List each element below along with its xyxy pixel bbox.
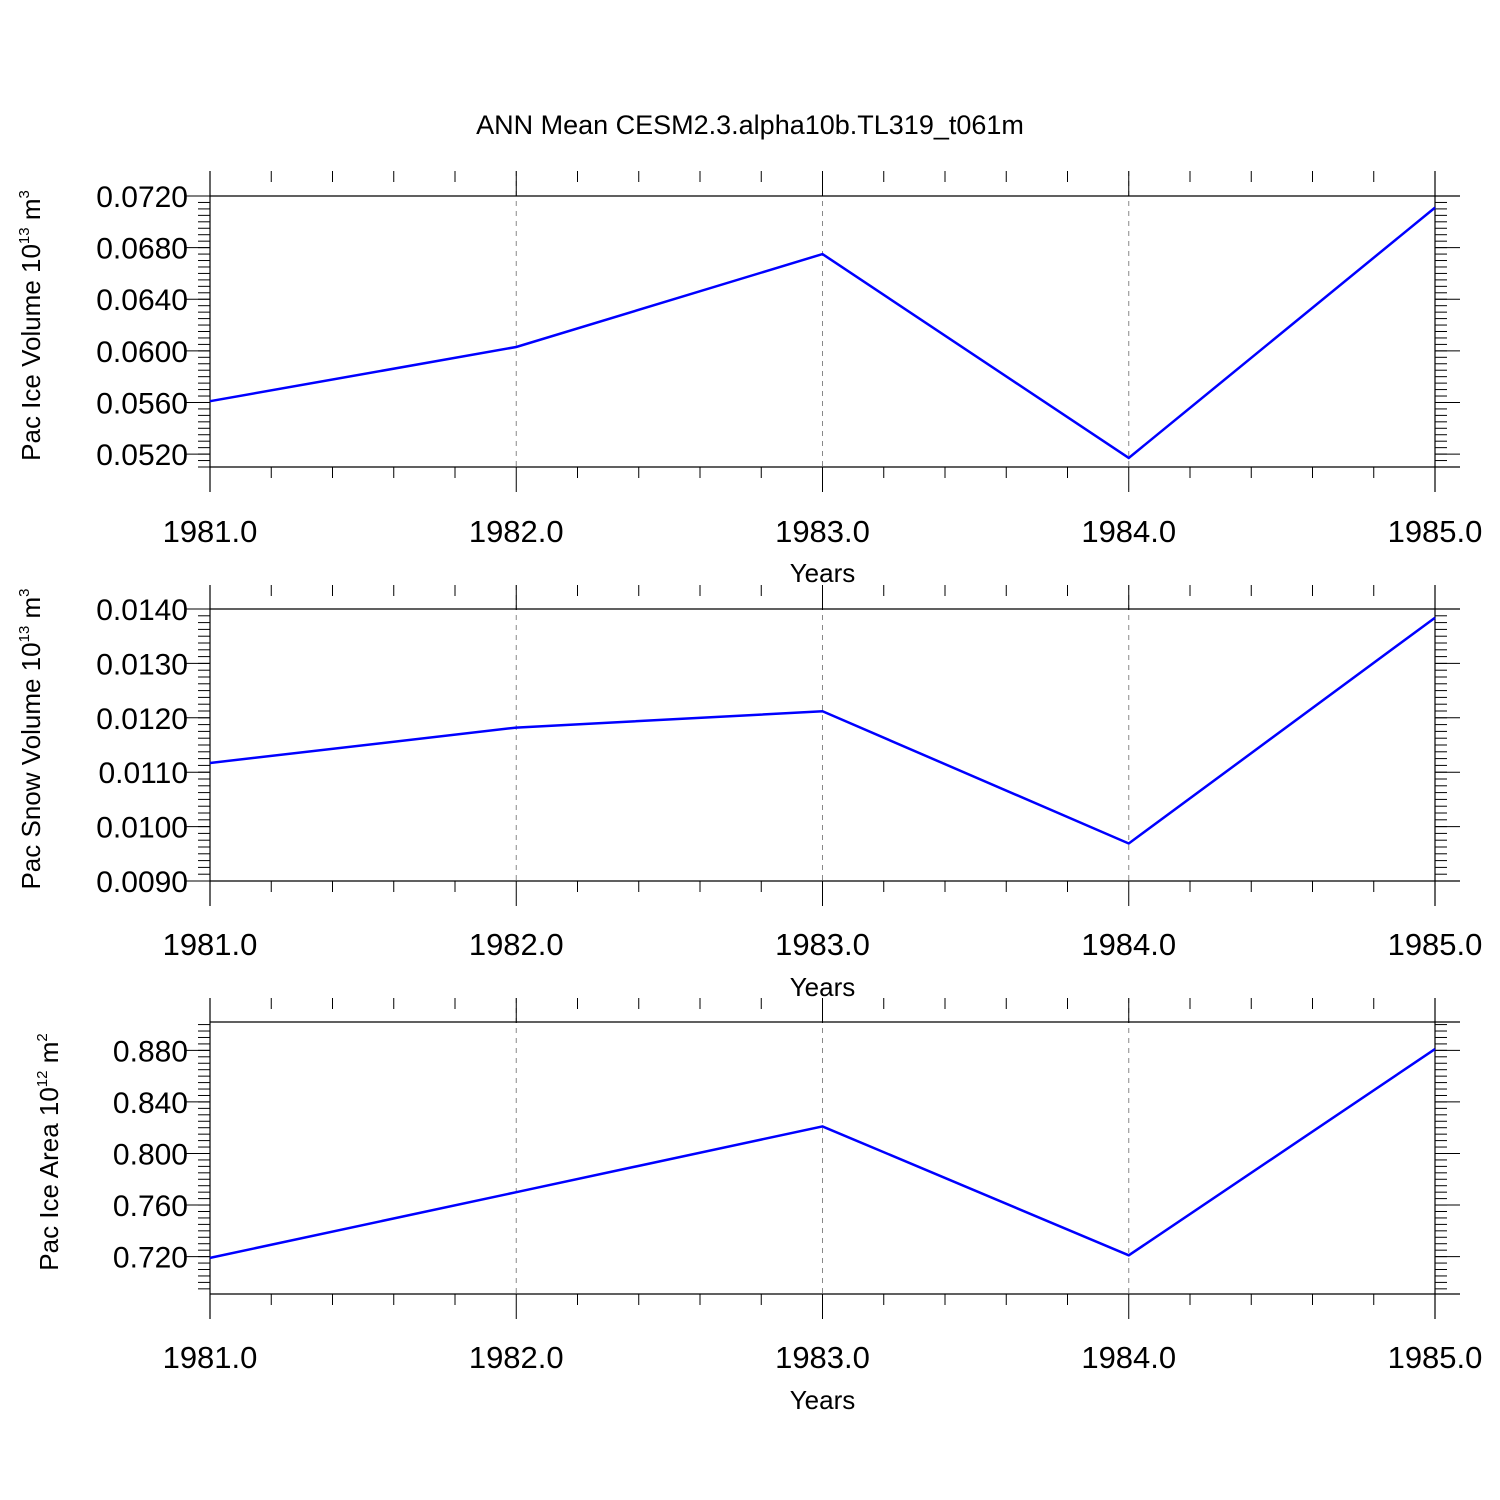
y-tick-label: 0.0600 [96, 336, 188, 369]
y-tick-label: 0.0520 [96, 439, 188, 472]
x-tick-label: 1984.0 [1081, 927, 1176, 962]
y-axis-label-superscript: 3 [16, 190, 33, 198]
y-axis-label-text: Pac Ice Area 10 [34, 1087, 64, 1271]
x-tick-label: 1981.0 [163, 1340, 258, 1375]
y-tick-label: 0.0640 [96, 284, 188, 317]
x-axis-label: Years [790, 1385, 856, 1415]
y-tick-label: 0.0130 [96, 648, 188, 681]
y-tick-label: 0.0720 [96, 181, 188, 214]
y-tick-label: 0.840 [113, 1087, 188, 1120]
y-axis-label-text: m [16, 198, 46, 227]
y-tick-label: 0.800 [113, 1138, 188, 1171]
y-tick-label: 0.0140 [96, 594, 188, 627]
x-tick-label: 1982.0 [469, 514, 564, 549]
y-axis-label-superscript: 13 [16, 626, 33, 643]
x-tick-label: 1983.0 [775, 1340, 870, 1375]
y-axis-label: Pac Ice Area 1012 m2 [34, 1033, 64, 1270]
y-tick-label: 0.0680 [96, 233, 188, 266]
y-tick-label: 0.880 [113, 1035, 188, 1068]
x-axis-label: Years [790, 972, 856, 1002]
x-tick-label: 1985.0 [1388, 927, 1483, 962]
y-axis-label-superscript: 2 [34, 1033, 51, 1041]
y-axis-label: Pac Snow Volume 1013 m3 [16, 588, 46, 889]
y-tick-label: 0.0120 [96, 703, 188, 736]
y-axis-label-superscript: 3 [16, 588, 33, 596]
y-tick-label: 0.0110 [98, 757, 188, 790]
chart-panel-2: 1981.0 1982.0 1983.0 1984.0 1985.0 0.0090 0.01… [16, 585, 1482, 1002]
x-tick-label: 1985.0 [1388, 514, 1483, 549]
x-tick-label: 1981.0 [163, 514, 258, 549]
x-tick-label: 1981.0 [163, 927, 258, 962]
x-tick-label: 1983.0 [775, 514, 870, 549]
x-tick-label: 1982.0 [469, 1340, 564, 1375]
y-tick-label: 0.0100 [96, 812, 188, 845]
x-tick-label: 1982.0 [469, 927, 564, 962]
figure-title: ANN Mean CESM2.3.alpha10b.TL319_t061m [476, 110, 1024, 140]
x-axis-label: Years [790, 558, 856, 588]
y-axis-label-superscript: 13 [16, 227, 33, 244]
y-tick-label: 0.0560 [96, 387, 188, 420]
y-tick-label: 0.760 [113, 1190, 188, 1223]
x-tick-label: 1983.0 [775, 927, 870, 962]
x-tick-label: 1985.0 [1388, 1340, 1483, 1375]
y-tick-label: 0.720 [113, 1242, 188, 1275]
y-axis-label-text: m [34, 1042, 64, 1071]
y-axis-label: Pac Ice Volume 1013 m3 [16, 190, 46, 461]
chart-panel-3: 1981.0 1982.0 1983.0 1984.0 1985.0 0.720 0.760… [34, 998, 1482, 1415]
y-axis-label-text: m [16, 597, 46, 626]
y-axis-label-text: Pac Ice Volume 10 [16, 244, 46, 461]
y-axis-label-text: Pac Snow Volume 10 [16, 642, 46, 889]
x-tick-label: 1984.0 [1081, 1340, 1176, 1375]
y-tick-label: 0.0090 [96, 866, 188, 899]
x-tick-label: 1984.0 [1081, 514, 1176, 549]
chart-panel-1: 1981.0 1982.0 1983.0 1984.0 1985.0 0.0520 0.05… [16, 171, 1482, 588]
y-axis-label-superscript: 12 [34, 1070, 51, 1087]
